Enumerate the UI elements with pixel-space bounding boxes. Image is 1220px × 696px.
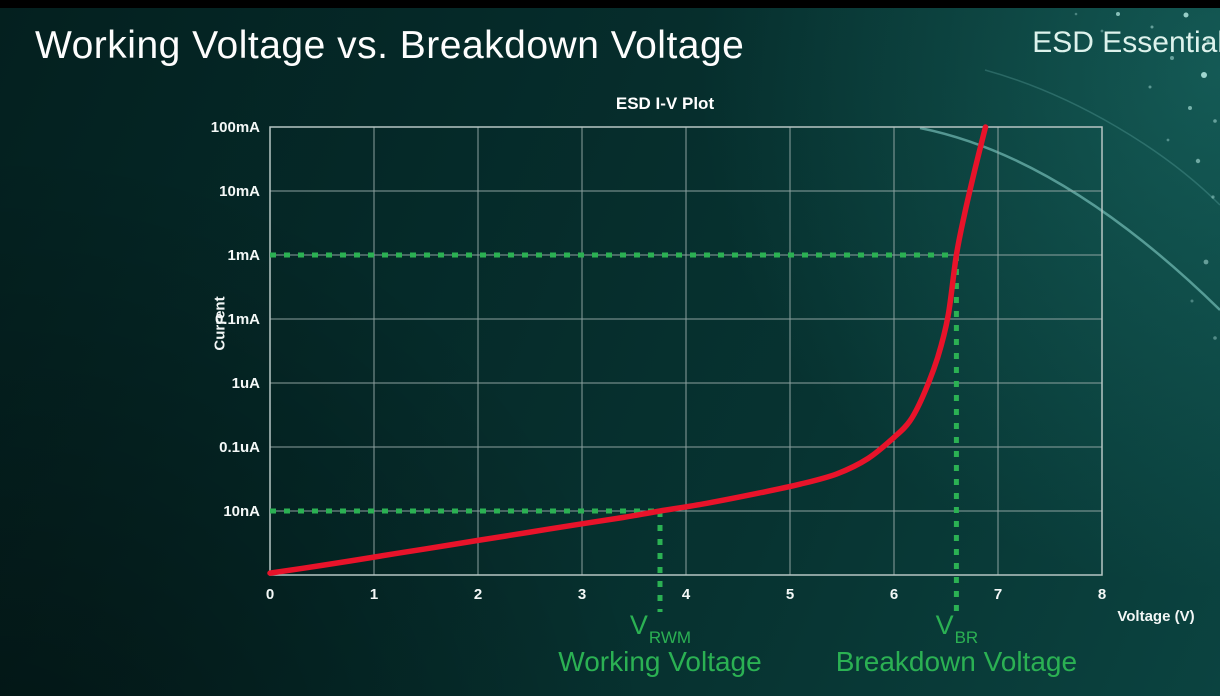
brand-watermark: ESD Essential bbox=[1032, 26, 1220, 59]
vrwm-label: VRWM Working Voltage bbox=[558, 610, 762, 678]
svg-text:0: 0 bbox=[266, 586, 274, 603]
plot-border bbox=[269, 126, 1103, 576]
svg-text:10nA: 10nA bbox=[223, 503, 260, 520]
svg-text:2: 2 bbox=[474, 586, 482, 603]
svg-text:5: 5 bbox=[786, 586, 794, 603]
svg-text:100mA: 100mA bbox=[211, 119, 260, 136]
annotation-dotted-lines bbox=[270, 252, 959, 612]
vbr-caption: Breakdown Voltage bbox=[835, 646, 1078, 678]
x-tick-labels: 0 1 2 3 4 5 6 7 8 bbox=[266, 586, 1106, 603]
svg-text:1mA: 1mA bbox=[227, 247, 260, 264]
svg-text:6: 6 bbox=[890, 586, 898, 603]
vbr-label: VBR Breakdown Voltage bbox=[835, 610, 1078, 678]
iv-curve bbox=[267, 124, 989, 576]
swoosh-line-faint bbox=[984, 69, 1220, 206]
y-axis-label: Current bbox=[211, 296, 229, 351]
svg-text:8: 8 bbox=[1098, 586, 1106, 603]
svg-text:1: 1 bbox=[370, 586, 378, 603]
svg-text:4: 4 bbox=[682, 586, 691, 603]
svg-text:1uA: 1uA bbox=[232, 375, 261, 392]
x-axis-label: Voltage (V) bbox=[1117, 608, 1195, 625]
svg-text:10mA: 10mA bbox=[219, 183, 260, 200]
slide-title: Working Voltage vs. Breakdown Voltage bbox=[35, 24, 745, 67]
vbr-symbol: VBR bbox=[935, 610, 979, 648]
vrwm-symbol: VRWM bbox=[629, 610, 692, 648]
chart-title: ESD I-V Plot bbox=[615, 94, 715, 113]
svg-text:0.1uA: 0.1uA bbox=[219, 439, 260, 456]
svg-text:3: 3 bbox=[578, 586, 586, 603]
svg-text:7: 7 bbox=[994, 586, 1002, 603]
vrwm-caption: Working Voltage bbox=[558, 646, 762, 678]
grid-lines bbox=[269, 126, 1103, 576]
letterbox-bar bbox=[0, 0, 1220, 8]
swoosh-line bbox=[919, 126, 1220, 311]
particle-dots bbox=[1074, 12, 1217, 340]
